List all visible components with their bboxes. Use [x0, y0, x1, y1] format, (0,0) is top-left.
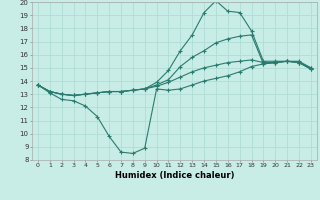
- X-axis label: Humidex (Indice chaleur): Humidex (Indice chaleur): [115, 171, 234, 180]
